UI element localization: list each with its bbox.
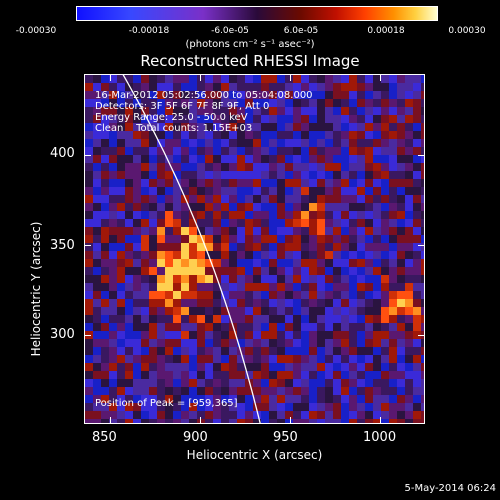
y-tick-label: 300 <box>50 327 75 342</box>
colorbar-tick-label: -0.00018 <box>128 26 170 36</box>
footer-date: 5-May-2014 06:24 <box>404 483 496 494</box>
clean-info: Clean Total counts: 1.15E+03 <box>95 123 253 134</box>
axis-tick <box>418 245 425 246</box>
time-range: 16-Mar-2012 05:02:56.000 to 05:04:08.000 <box>95 90 313 101</box>
y-tick-label: 400 <box>50 146 75 161</box>
axis-tick <box>84 335 91 336</box>
colorbar-tick-label: -6.0e-05 <box>211 26 249 36</box>
axis-tick <box>290 74 291 81</box>
colorbar-tick-label: -0.00030 <box>15 26 57 36</box>
x-tick-label: 950 <box>273 430 298 445</box>
axis-tick <box>110 74 111 81</box>
axis-tick <box>110 417 111 424</box>
colorbar-tick-label: 6.0e-05 <box>283 26 319 36</box>
image-plot <box>84 74 425 424</box>
peak-position: Position of Peak = [959,365] <box>95 398 238 409</box>
x-tick-label: 850 <box>92 430 117 445</box>
colorbar-tick-label: 0.00018 <box>367 26 405 36</box>
x-axis-label: Heliocentric X (arcsec) <box>186 448 323 462</box>
solar-limb <box>122 75 261 423</box>
detectors-info: Detectors: 3F 5F 6F 7F 8F 9F, Att 0 <box>95 101 270 112</box>
axis-tick <box>290 417 291 424</box>
axis-tick <box>418 155 425 156</box>
axis-tick <box>84 155 91 156</box>
energy-range: Energy Range: 25.0 - 50.0 keV <box>95 112 248 123</box>
colorbar <box>76 6 438 21</box>
axis-tick <box>380 417 381 424</box>
x-tick-label: 900 <box>183 430 208 445</box>
x-tick-label: 1000 <box>363 430 397 445</box>
axis-tick <box>84 245 91 246</box>
y-axis-label: Heliocentric Y (arcsec) <box>29 221 43 357</box>
colorbar-tick-label: 0.00030 <box>448 26 486 36</box>
axis-tick <box>200 74 201 81</box>
image-pixels <box>85 75 424 423</box>
axis-tick <box>380 74 381 81</box>
y-tick-label: 350 <box>50 238 75 253</box>
image-title: Reconstructed RHESSI Image <box>140 52 360 70</box>
axis-tick <box>418 335 425 336</box>
colorbar-units: (photons cm⁻² s⁻¹ asec⁻²) <box>185 39 315 50</box>
axis-tick <box>200 417 201 424</box>
